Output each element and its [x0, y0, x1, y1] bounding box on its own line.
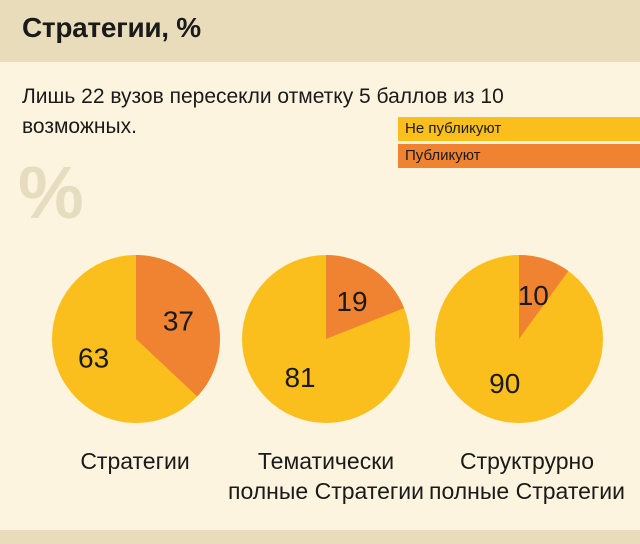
pie-value-publish: 37: [163, 306, 194, 337]
pie-value-not-publish: 90: [489, 368, 520, 399]
pie-value-not-publish: 63: [78, 342, 109, 373]
header-bar: Стратегии, %: [0, 0, 640, 62]
pie-value-publish: 10: [518, 280, 549, 311]
pie-label-line2: полные Стратегии: [228, 478, 424, 504]
pie-label-1: Тематически полные Стратегии: [226, 446, 426, 506]
pie-slice-publish: [326, 255, 405, 339]
pie-value-not-publish: 81: [284, 362, 315, 393]
pie-slice-publish: [519, 255, 569, 339]
pie-slice-publish: [136, 255, 221, 397]
percent-watermark: %: [18, 151, 84, 234]
pie-label-0: Стратегии: [35, 446, 235, 476]
pie-label-line1: Структрурно: [459, 448, 595, 474]
subtitle: Лишь 22 вузов пересекли отметку 5 баллов…: [22, 85, 504, 138]
page-title: Стратегии, %: [22, 12, 201, 43]
legend-item-not-publish: Не публикуют: [398, 117, 640, 141]
pie-label-2: Структрурно полные Стратегии: [427, 446, 627, 506]
pie-label-line1: Стратегии: [80, 448, 190, 474]
legend-item-publish: Публикуют: [398, 144, 640, 168]
pie-label-line1: Тематически: [257, 448, 395, 474]
footer-bar: [0, 530, 640, 544]
legend: Не публикуют Публикуют: [398, 117, 640, 171]
pie-label-line2: полные Стратегии: [429, 478, 625, 504]
pie-value-publish: 19: [336, 286, 367, 317]
